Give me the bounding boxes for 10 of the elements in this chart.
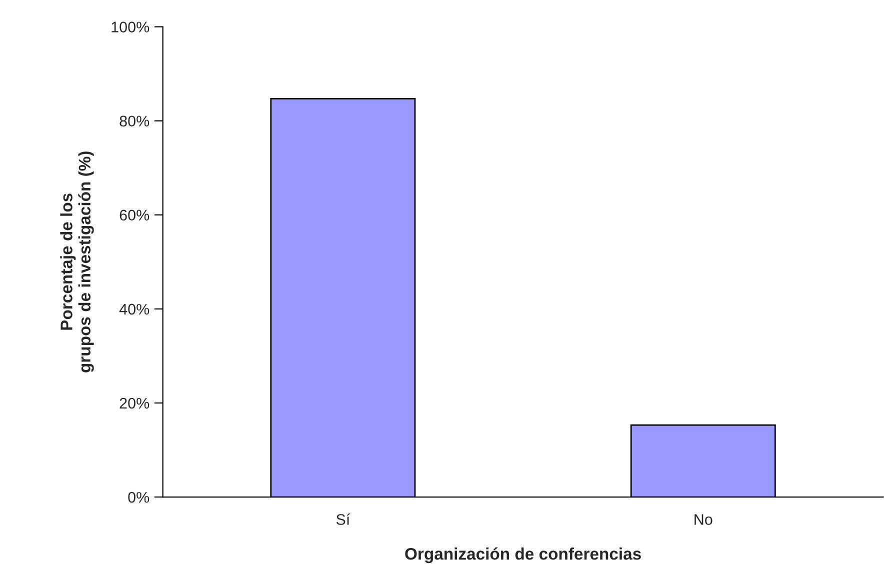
y-tick-label: 100%: [112, 22, 150, 32]
y-tick-label: 0%: [128, 492, 150, 503]
y-tick-label: 40%: [119, 304, 150, 315]
y-tick-label: 20%: [120, 398, 150, 409]
x-axis-title: Organización de conferencias: [405, 547, 641, 564]
y-tick-label: 60%: [120, 210, 150, 221]
x-tick-label: No: [694, 514, 712, 525]
y-tick-label: 80%: [120, 116, 150, 127]
y-axis-title: Porcentaje de los grupos de investigación (%): [60, 152, 94, 372]
x-tick-label: Sí: [336, 514, 350, 525]
